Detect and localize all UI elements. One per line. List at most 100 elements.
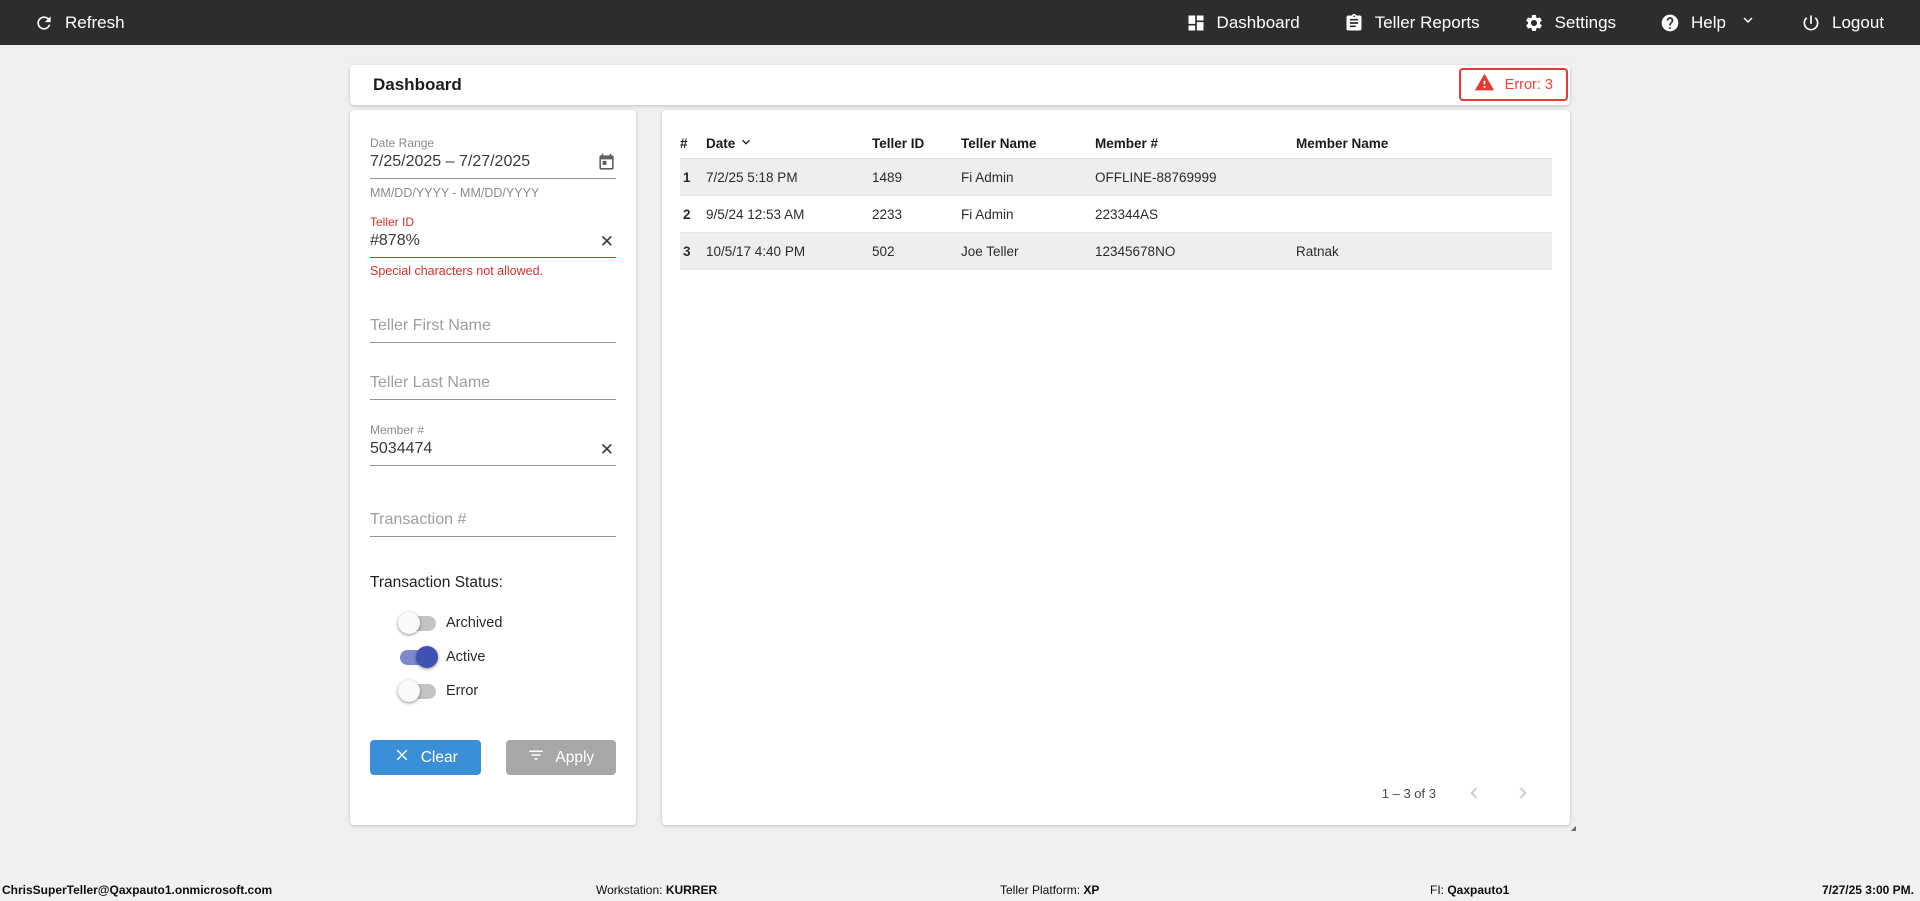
filter-icon — [527, 746, 545, 769]
teller-id-field: Teller ID ✕ Special characters not allow… — [370, 215, 616, 278]
footer-user-email: ChrisSuperTeller@Qaxpauto1.onmicrosoft.c… — [2, 883, 273, 897]
date-range-field: Date Range MM/DD/YYYY - MM/DD/YYYY — [370, 136, 616, 200]
settings-icon — [1524, 13, 1544, 33]
page-title: Dashboard — [373, 75, 462, 94]
help-icon — [1660, 13, 1680, 33]
teller-last-name-field — [370, 371, 616, 400]
transaction-number-input[interactable] — [370, 508, 616, 536]
footer-platform-value: XP — [1083, 883, 1100, 897]
nav-settings-label: Settings — [1554, 12, 1617, 32]
error-badge-label: Error: 3 — [1504, 76, 1553, 93]
nav-teller-reports-label: Teller Reports — [1374, 12, 1480, 32]
sort-desc-icon — [738, 134, 754, 153]
refresh-icon — [34, 13, 54, 33]
warning-triangle-icon — [1474, 72, 1495, 97]
col-header-num: # — [680, 136, 688, 151]
cell-teller-id: 502 — [872, 243, 895, 259]
col-header-teller-id: Teller ID — [872, 136, 925, 151]
col-header-member-name: Member Name — [1296, 136, 1389, 151]
chevron-down-icon — [1737, 11, 1757, 34]
cell-date: 10/5/17 4:40 PM — [706, 243, 806, 259]
footer-fi-value: Qaxpauto1 — [1447, 883, 1510, 897]
refresh-button[interactable]: Refresh — [34, 13, 125, 33]
cell-teller-name: Fi Admin — [961, 206, 1014, 222]
nav-dashboard-label: Dashboard — [1216, 12, 1300, 32]
transaction-number-field — [370, 508, 616, 537]
teller-first-name-field — [370, 314, 616, 343]
teller-last-name-input[interactable] — [370, 371, 616, 399]
cell-date: 7/2/25 5:18 PM — [706, 169, 798, 185]
cell-date: 9/5/24 12:53 AM — [706, 206, 805, 222]
transaction-status-toggles: Archived Active Error — [370, 606, 616, 708]
nav-teller-reports[interactable]: Teller Reports — [1344, 13, 1480, 33]
teller-reports-icon — [1344, 13, 1364, 33]
table-row[interactable]: 1 7/2/25 5:18 PM 1489 Fi Admin OFFLINE-8… — [680, 159, 1576, 831]
results-panel: # Date Teller ID Teller Name Member # Me… — [662, 110, 1576, 831]
footer-fi: FI: Qaxpauto1 — [1430, 883, 1510, 897]
cell-teller-name: Joe Teller — [961, 243, 1019, 259]
footer-workstation: Workstation: KURRER — [596, 883, 718, 897]
clear-button-label: Clear — [420, 748, 458, 766]
page-header-card: Dashboard Error: 3 — [350, 65, 1570, 105]
nav-dashboard[interactable]: Dashboard — [1186, 13, 1300, 33]
nav-help[interactable]: Help — [1660, 11, 1757, 34]
date-range-input[interactable] — [370, 150, 597, 178]
teller-id-input[interactable] — [370, 229, 598, 257]
member-number-field: Member # ✕ — [370, 423, 616, 466]
nav-settings[interactable]: Settings — [1524, 13, 1616, 33]
clear-button[interactable]: Clear — [370, 740, 481, 775]
toggle-archived[interactable]: Archived — [370, 606, 616, 640]
calendar-icon[interactable] — [597, 153, 616, 176]
previous-page-icon[interactable] — [1463, 782, 1485, 804]
next-page-icon[interactable] — [1512, 782, 1534, 804]
table-row[interactable]: 3 10/5/17 4:40 PM 502 Joe Teller 1234567… — [680, 233, 1576, 831]
footer-teller-platform: Teller Platform: XP — [1000, 883, 1100, 897]
transaction-status-label: Transaction Status: — [370, 574, 503, 591]
pagination: 1 – 3 of 3 — [1382, 782, 1534, 804]
member-number-input[interactable] — [370, 437, 598, 465]
teller-id-error: Special characters not allowed. — [370, 264, 544, 278]
toggle-error-switch[interactable] — [398, 679, 438, 703]
table-row[interactable]: 2 9/5/24 12:53 AM 2233 Fi Admin 223344AS — [680, 196, 1576, 831]
teller-id-label: Teller ID — [370, 215, 415, 229]
status-footer: ChrisSuperTeller@Qaxpauto1.onmicrosoft.c… — [0, 879, 1920, 901]
top-nav-links: Dashboard Teller Reports Settings Help — [1186, 11, 1884, 34]
clear-teller-id-icon[interactable]: ✕ — [599, 231, 614, 251]
filters-panel: Date Range MM/DD/YYYY - MM/DD/YYYY Telle… — [350, 110, 636, 825]
cell-teller-name: Fi Admin — [961, 169, 1014, 185]
footer-datetime: 7/27/25 3:00 PM. — [1821, 883, 1914, 897]
close-icon — [393, 746, 411, 769]
clear-member-number-icon[interactable]: ✕ — [599, 439, 614, 459]
teller-first-name-input[interactable] — [370, 314, 616, 342]
toggle-error[interactable]: Error — [370, 674, 616, 708]
nav-logout[interactable]: Logout — [1801, 13, 1884, 33]
toggle-archived-switch[interactable] — [398, 611, 438, 635]
nav-logout-label: Logout — [1832, 12, 1884, 32]
table-header-row: # Date Teller ID Teller Name Member # Me… — [680, 129, 1552, 159]
toggle-error-label: Error — [446, 683, 479, 699]
cell-teller-id: 1489 — [872, 169, 903, 185]
date-range-label: Date Range — [370, 136, 435, 150]
toggle-active-label: Active — [446, 649, 486, 665]
toggle-active[interactable]: Active — [370, 640, 616, 674]
toggle-active-switch[interactable] — [398, 645, 438, 669]
col-header-member-number: Member # — [1095, 136, 1159, 151]
top-navigation-bar: Refresh Dashboard Teller Reports Setting… — [0, 0, 1920, 45]
refresh-label: Refresh — [65, 12, 125, 32]
cell-member-number: OFFLINE-88769999 — [1095, 169, 1217, 185]
col-header-teller-name: Teller Name — [961, 136, 1037, 151]
cell-member-name: Ratnak — [1296, 243, 1339, 259]
error-count-badge[interactable]: Error: 3 — [1458, 68, 1568, 101]
footer-workstation-value: KURRER — [665, 883, 718, 897]
logout-power-icon — [1801, 13, 1821, 33]
member-number-label: Member # — [370, 423, 425, 437]
apply-button[interactable]: Apply — [505, 740, 616, 775]
cell-teller-id: 2233 — [872, 206, 903, 222]
toggle-archived-label: Archived — [446, 615, 503, 631]
nav-help-label: Help — [1691, 12, 1726, 32]
apply-button-label: Apply — [555, 748, 595, 766]
filter-actions: Clear Apply — [370, 740, 616, 775]
col-header-date[interactable]: Date — [706, 134, 872, 153]
pagination-range: 1 – 3 of 3 — [1381, 785, 1436, 801]
cell-member-number: 223344AS — [1095, 206, 1159, 222]
